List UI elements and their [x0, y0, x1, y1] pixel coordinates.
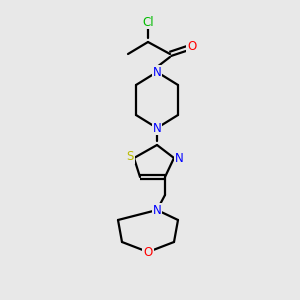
Text: S: S	[126, 151, 134, 164]
Text: O: O	[188, 40, 196, 53]
Text: Cl: Cl	[142, 16, 154, 28]
Text: N: N	[175, 152, 183, 164]
Text: O: O	[143, 245, 153, 259]
Text: N: N	[153, 65, 161, 79]
Text: N: N	[153, 122, 161, 134]
Text: N: N	[153, 203, 161, 217]
